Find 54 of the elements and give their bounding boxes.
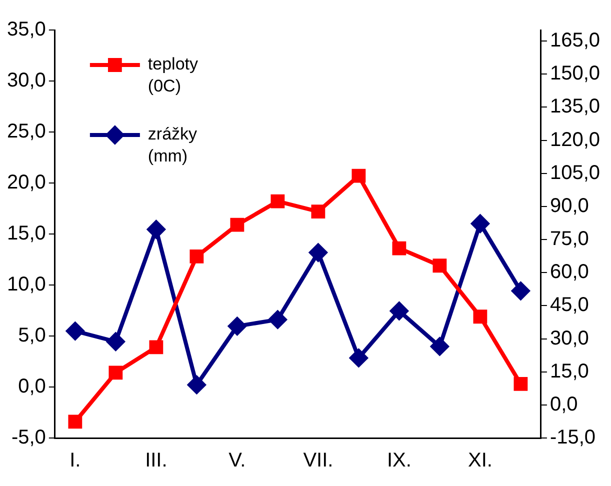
point	[190, 249, 204, 264]
y2-tick-label: 60,0	[550, 261, 589, 284]
point	[108, 366, 123, 380]
point	[270, 194, 285, 208]
point	[471, 214, 490, 233]
y2-tick-label: 45,0	[550, 294, 589, 316]
point	[309, 244, 328, 262]
point	[512, 282, 530, 300]
point	[228, 317, 246, 336]
x-tick-label: VII.	[303, 450, 334, 472]
point	[68, 414, 82, 429]
y2-tick-label: 150,0	[550, 62, 600, 85]
y-tick-label: 15,0	[6, 222, 46, 245]
y2-tick-label: 90,0	[550, 194, 589, 217]
point	[230, 218, 244, 232]
point	[350, 348, 368, 367]
y2-tick-label: 165,0	[550, 30, 600, 52]
y2-tick-label: 30,0	[550, 327, 589, 350]
point	[473, 310, 488, 324]
point	[106, 332, 125, 351]
y-tick-label: 0,0	[18, 376, 46, 398]
y-tick-label: 20,0	[6, 172, 46, 194]
y2-tick-label: 15,0	[550, 360, 589, 382]
y2-tick-label: 105,0	[550, 162, 600, 184]
point	[392, 241, 406, 256]
y-tick-label: 10,0	[6, 274, 46, 296]
point	[268, 310, 287, 329]
x-tick-label: I.	[70, 450, 81, 472]
legend-label: teploty (0C)	[148, 54, 199, 96]
x-tick-label: V.	[228, 450, 246, 472]
x-tick-label: XI.	[468, 450, 492, 472]
y2-tick-label: 120,0	[550, 128, 600, 151]
y-tick-label: 30,0	[6, 70, 46, 92]
point	[352, 168, 366, 183]
y2-tick-label: 75,0	[550, 228, 589, 250]
y-tick-label: -5,0	[11, 426, 46, 449]
point	[432, 258, 447, 273]
point	[66, 322, 84, 340]
point	[430, 337, 449, 356]
y2-tick-label: 135,0	[550, 96, 600, 118]
x-tick-label: IX.	[386, 450, 412, 472]
point	[311, 204, 326, 219]
point	[149, 340, 164, 354]
point	[514, 376, 528, 391]
point	[188, 376, 206, 394]
legend-label: zrážky (mm)	[148, 124, 198, 166]
y-tick-label: 5,0	[18, 324, 46, 347]
y2-tick-label: 0,0	[550, 393, 578, 416]
x-tick-label: III.	[145, 450, 168, 472]
y-tick-label: 35,0	[6, 18, 46, 41]
point	[390, 302, 408, 320]
y2-tick-label: -15,0	[550, 426, 596, 449]
point	[147, 220, 166, 238]
y-tick-label: 25,0	[6, 120, 46, 143]
